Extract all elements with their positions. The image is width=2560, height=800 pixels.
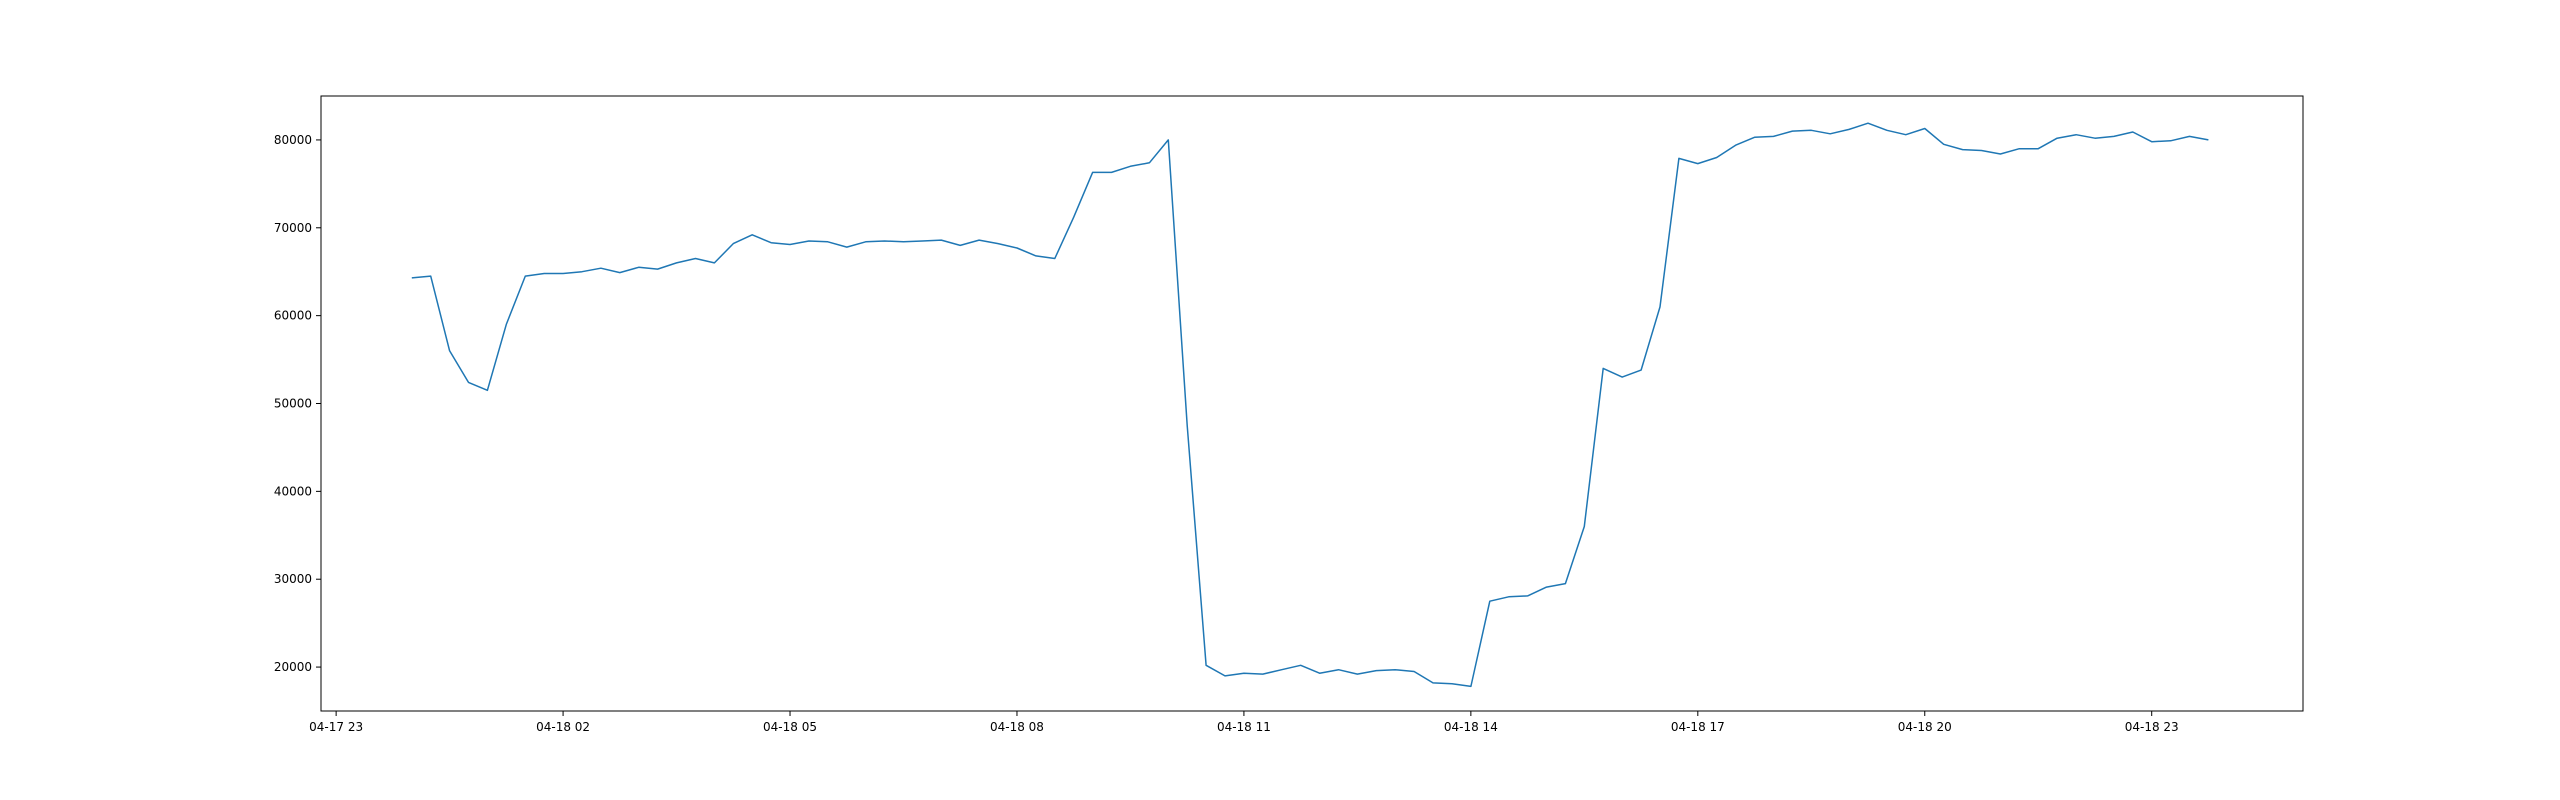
x-axis: 04-17 23 04-18 02 04-18 05 04-18 08 04-18 11…	[309, 711, 2179, 734]
x-tick-label: 04-18 05	[763, 720, 817, 734]
series-line-0	[411, 122, 2209, 688]
y-tick-label: 60000	[274, 309, 312, 323]
x-tick-label: 04-18 17	[1671, 720, 1725, 734]
x-tick-label: 04-17 23	[309, 720, 363, 734]
y-tick-label: 20000	[274, 660, 312, 674]
y-tick-label: 30000	[274, 572, 312, 586]
x-tick-label: 04-18 20	[1898, 720, 1952, 734]
x-tick-label: 04-18 11	[1217, 720, 1271, 734]
x-tick-label: 04-18 14	[1444, 720, 1498, 734]
y-tick-label: 70000	[274, 221, 312, 235]
y-tick-label: 80000	[274, 133, 312, 147]
y-axis: 20000 30000 40000 50000 60000 70000 80000	[274, 133, 321, 674]
plot-area	[411, 122, 2209, 688]
x-tick-label: 04-18 08	[990, 720, 1044, 734]
x-tick-label: 04-18 23	[2125, 720, 2179, 734]
y-tick-label: 50000	[274, 397, 312, 411]
y-tick-label: 40000	[274, 484, 312, 498]
x-tick-label: 04-18 02	[536, 720, 590, 734]
axes-frame	[320, 95, 2304, 712]
